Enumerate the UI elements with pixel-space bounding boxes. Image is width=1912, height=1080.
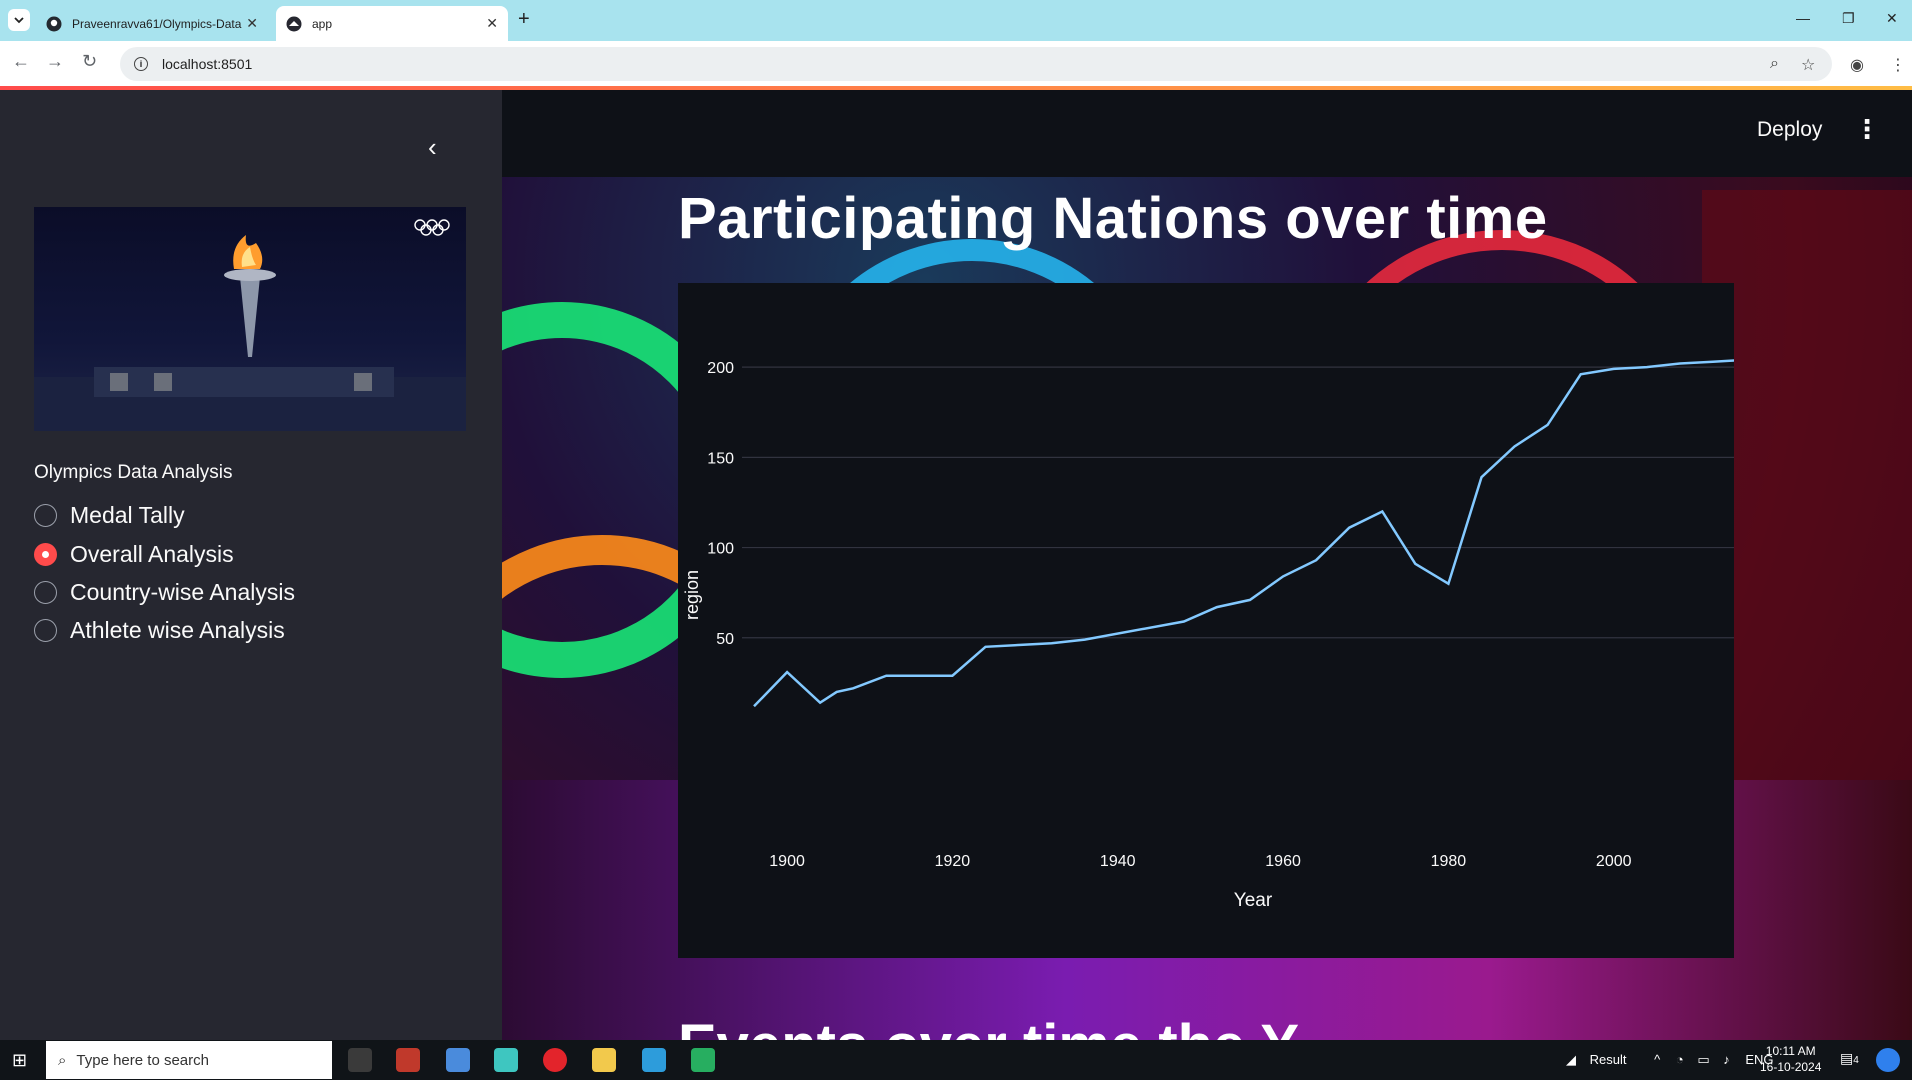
radio-option-label: Overall Analysis <box>70 541 234 567</box>
app-m-icon[interactable] <box>494 1048 518 1072</box>
system-tray: ◢ Result ^ ◔ ▭ ♪ ENG <box>1566 1052 1774 1068</box>
app-header: Deploy ⋮ <box>502 90 1912 177</box>
opera-icon[interactable] <box>543 1048 567 1072</box>
x-axis-label: Year <box>1234 890 1273 911</box>
chevron-down-icon <box>14 17 24 24</box>
x-tick-label: 1920 <box>935 853 971 870</box>
y-axis-label: region <box>682 570 702 620</box>
close-icon[interactable]: ✕ <box>246 15 258 31</box>
streamlit-icon <box>286 16 302 31</box>
x-tick-label: 2000 <box>1596 853 1632 870</box>
task-view-icon[interactable] <box>348 1048 372 1072</box>
collapse-sidebar-icon[interactable]: ‹ <box>428 132 437 162</box>
notification-icon[interactable]: ▤4 <box>1840 1050 1859 1066</box>
info-icon[interactable]: i <box>134 57 148 71</box>
zoom-icon[interactable]: ⌕ <box>1770 55 1779 72</box>
restore-button[interactable]: ❐ <box>1842 10 1855 26</box>
forward-arrow-icon[interactable]: → <box>46 51 64 71</box>
bookmark-star-icon[interactable]: ☆ <box>1801 57 1816 74</box>
close-window-button[interactable]: ✕ <box>1886 10 1898 26</box>
radio-option-label: Medal Tally <box>70 502 185 528</box>
sidebar: ‹ Olympics Data Analysis Medal Tally Ove… <box>0 90 502 1040</box>
show-hidden-icons-icon[interactable]: ^ <box>1654 1052 1661 1067</box>
radio-button[interactable] <box>34 619 57 642</box>
radio-option-label: Athlete wise Analysis <box>70 617 285 643</box>
browser-menu-icon[interactable]: ⋮ <box>1890 57 1906 74</box>
chart-svg: 50 100 150 200 1900 1920 1940 1960 1980 2000 Yea… <box>682 358 1747 911</box>
language-indicator[interactable]: ENG <box>1745 1052 1774 1067</box>
time-text: 10:11 AM <box>1765 1044 1816 1058</box>
main-content: Deploy ⋮ Participating Nations over time… <box>502 90 1912 1040</box>
clock[interactable]: 10:11 AM 16-10-2024 <box>1760 1043 1821 1075</box>
x-tick-label: 1980 <box>1431 853 1467 870</box>
page-title: Participating Nations over time <box>678 186 1548 251</box>
new-tab-button[interactable]: + <box>518 8 530 30</box>
tab-title: app <box>312 16 333 31</box>
browser-tab-github[interactable]: Praveenravva61/Olympics-Data ✕ <box>36 6 268 41</box>
next-section-title: Events over time the Y <box>678 1012 1299 1040</box>
olympic-rings-icon <box>414 219 450 236</box>
winrar-icon[interactable] <box>396 1048 420 1072</box>
url-text: localhost:8501 <box>162 56 253 72</box>
reload-icon[interactable]: ↻ <box>82 51 98 71</box>
tab-search-button[interactable] <box>8 9 30 31</box>
browser-toolbar: ← → ↻ i localhost:8501 ⌕ ☆ ◉ ⋮ <box>0 41 1912 86</box>
radio-option-label: Country-wise Analysis <box>70 579 295 605</box>
close-icon[interactable]: ✕ <box>486 15 498 31</box>
chrome-icon[interactable] <box>446 1048 470 1072</box>
search-placeholder: Type here to search <box>76 1051 209 1069</box>
file-explorer-icon[interactable] <box>592 1048 616 1072</box>
notification-count: 4 <box>1853 1055 1859 1066</box>
profile-avatar[interactable]: ◉ <box>1850 57 1864 74</box>
app-icon[interactable] <box>642 1048 666 1072</box>
y-tick-label: 150 <box>707 450 734 467</box>
olympic-flame-image <box>34 207 466 431</box>
back-arrow-icon[interactable]: ← <box>12 51 30 71</box>
taskbar-search[interactable]: ⌕ Type here to search <box>46 1041 332 1079</box>
browser-tab-bar: Praveenravva61/Olympics-Data ✕ app ✕ + —… <box>0 0 1912 41</box>
windows-taskbar: ⊞ ⌕ Type here to search ◢ Result ^ ◔ ▭ ♪… <box>0 1040 1912 1080</box>
radio-medal-tally[interactable]: Medal Tally <box>34 502 185 529</box>
x-tick-label: 1960 <box>1265 853 1301 870</box>
weather-icon[interactable] <box>1876 1048 1900 1072</box>
y-tick-label: 200 <box>707 360 734 377</box>
x-tick-label: 1940 <box>1100 853 1136 870</box>
browser-tab-app[interactable]: app ✕ <box>276 6 508 41</box>
date-text: 16-10-2024 <box>1760 1060 1822 1074</box>
main-menu-icon[interactable]: ⋮ <box>1854 114 1880 144</box>
series-line <box>753 358 1747 708</box>
y-tick-label: 50 <box>716 631 734 648</box>
volume-icon[interactable]: ♪ <box>1723 1052 1730 1067</box>
radio-button[interactable] <box>34 581 57 604</box>
deploy-button[interactable]: Deploy <box>1757 118 1823 141</box>
y-tick-label: 100 <box>707 541 734 558</box>
windows-start-icon[interactable]: ⊞ <box>12 1050 28 1070</box>
header-decoration <box>0 86 1912 90</box>
cricket-icon[interactable]: ◢ <box>1566 1052 1576 1067</box>
radio-button[interactable] <box>34 504 57 527</box>
pycharm-icon[interactable] <box>691 1048 715 1072</box>
tray-app-label[interactable]: Result <box>1589 1052 1627 1067</box>
tab-title: Praveenravva61/Olympics-Data <box>72 16 242 31</box>
network-icon[interactable]: ◔ <box>1675 1052 1684 1067</box>
radio-group-label: Olympics Data Analysis <box>34 462 233 483</box>
radio-athlete-wise-analysis[interactable]: Athlete wise Analysis <box>34 617 285 644</box>
github-icon <box>46 16 62 31</box>
minimize-button[interactable]: — <box>1796 10 1810 26</box>
radio-button-selected[interactable] <box>34 543 57 566</box>
address-bar[interactable]: i localhost:8501 <box>120 47 1832 81</box>
radio-country-wise-analysis[interactable]: Country-wise Analysis <box>34 579 295 606</box>
x-tick-label: 1900 <box>769 853 805 870</box>
search-icon: ⌕ <box>58 1051 67 1069</box>
line-chart: 50 100 150 200 1900 1920 1940 1960 1980 2000 Yea… <box>678 283 1747 958</box>
battery-icon[interactable]: ▭ <box>1697 1052 1710 1067</box>
radio-overall-analysis[interactable]: Overall Analysis <box>34 541 234 568</box>
